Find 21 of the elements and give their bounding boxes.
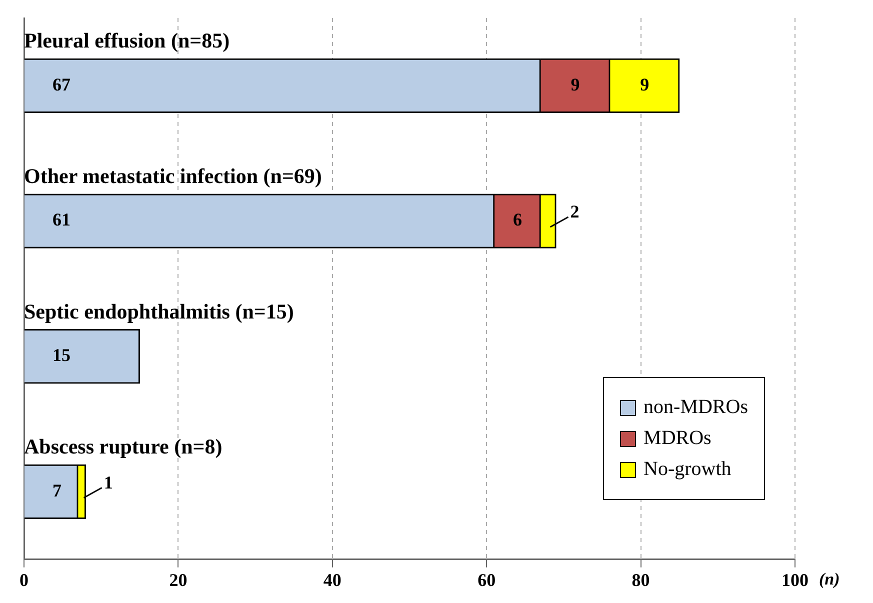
legend-label: non-MDROs [644,396,748,419]
data-label: 7 [52,480,62,500]
x-tick-label: 60 [478,570,496,590]
data-label: 1 [104,472,113,492]
x-tick-label: 0 [20,570,28,590]
data-label: 9 [640,74,650,94]
data-label: 15 [52,345,70,366]
data-label: 2 [570,202,580,222]
data-label: 9 [570,74,580,94]
x-tick-label: 40 [323,570,342,590]
x-tick-label: 80 [632,570,650,590]
data-label: 6 [512,210,522,230]
y-tick-label: Septic endophthalmitis (n=15) [24,299,294,324]
legend-label: No-growth [644,458,732,481]
y-tick-label: Other metastatic infection (n=69) [24,164,322,188]
legend-label: MDROs [644,427,712,450]
data-label: 61 [52,210,70,230]
data-label: 67 [52,74,70,94]
x-tick-label: 20 [169,570,188,590]
x-axis-title: (n) [819,569,840,588]
x-tick-label: 100 [782,570,808,590]
